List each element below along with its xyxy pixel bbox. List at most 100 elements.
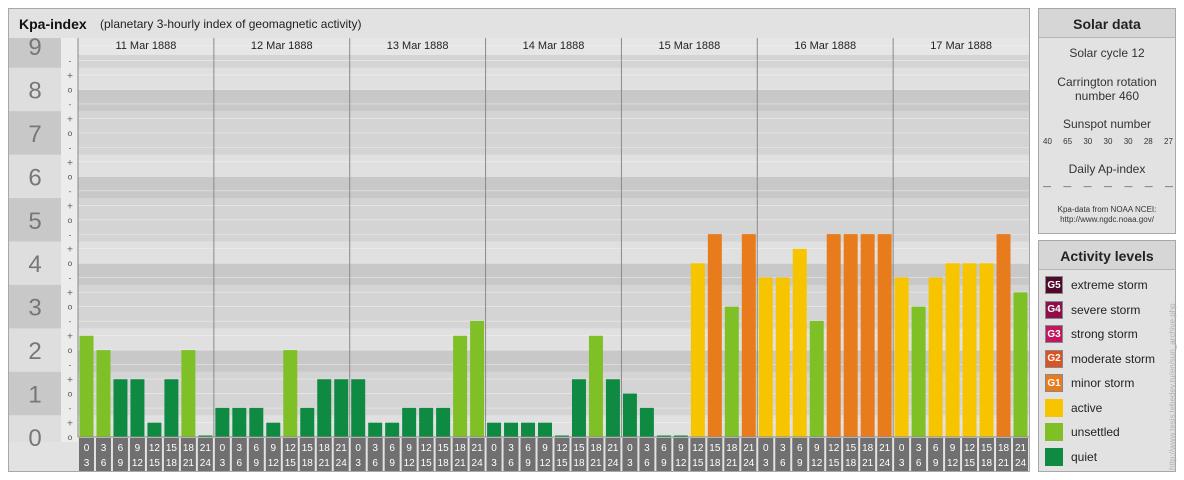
kp-bar — [945, 263, 960, 437]
interval-end-label: 21 — [183, 458, 195, 469]
interval-end-label: 9 — [525, 458, 531, 469]
kpa-chart-panel: Kpa-index (planetary 3-hourly index of g… — [8, 8, 1030, 472]
interval-box — [622, 438, 638, 471]
interval-box — [1013, 438, 1028, 471]
interval-start-label: 6 — [254, 443, 260, 454]
interval-box — [248, 438, 264, 471]
interval-box — [163, 438, 179, 471]
interval-end-label: 15 — [828, 458, 840, 469]
interval-end-label: 15 — [149, 458, 161, 469]
kp-bar — [249, 407, 264, 437]
sub-tick-label: o — [68, 85, 73, 94]
interval-box — [571, 438, 587, 471]
solar-data-panel: Solar data Solar cycle 12 Carrington rot… — [1038, 8, 1176, 234]
kp-bar — [300, 407, 315, 437]
sunspot-value: 65 — [1063, 137, 1073, 146]
y-tick-label: 8 — [28, 77, 41, 104]
interval-box — [503, 438, 519, 471]
kp-bar — [605, 379, 620, 437]
plot-band — [78, 111, 1029, 133]
interval-box — [945, 438, 961, 471]
sub-tick-label: o — [68, 346, 73, 355]
interval-end-label: 12 — [947, 458, 959, 469]
interval-end-label: 6 — [780, 458, 786, 469]
kp-bar — [79, 335, 94, 437]
day-label: 13 Mar 1888 — [387, 40, 449, 52]
interval-start-label: 15 — [981, 443, 993, 454]
legend-label: unsettled — [1071, 425, 1120, 439]
kp-bar — [639, 407, 654, 437]
y-tick-label: 1 — [28, 382, 41, 409]
interval-box — [792, 438, 808, 471]
kp-bar — [487, 422, 502, 437]
interval-box — [486, 438, 502, 471]
interval-start-label: 3 — [916, 443, 922, 454]
kp-bar — [402, 407, 417, 437]
sub-tick-label: + — [67, 245, 74, 254]
sub-tick-label: o — [68, 303, 73, 312]
interval-box — [656, 438, 672, 471]
plot-band — [78, 132, 1029, 155]
interval-box — [996, 438, 1012, 471]
interval-start-label: 12 — [285, 443, 297, 454]
interval-box — [707, 438, 723, 471]
interval-box — [724, 438, 740, 471]
interval-start-label: 3 — [780, 443, 786, 454]
interval-box — [435, 438, 451, 471]
kp-bar — [724, 306, 739, 437]
interval-start-label: 0 — [84, 443, 90, 454]
kp-bar — [164, 379, 179, 437]
y-axis-band — [9, 111, 61, 155]
interval-end-label: 3 — [491, 458, 497, 469]
ap-value: — — [1063, 182, 1072, 191]
sub-tick-label: - — [69, 187, 72, 196]
interval-box — [690, 438, 706, 471]
interval-end-label: 9 — [389, 458, 395, 469]
interval-start-label: 6 — [661, 443, 667, 454]
interval-start-label: 18 — [590, 443, 602, 454]
interval-end-label: 24 — [743, 458, 755, 469]
interval-end-label: 18 — [302, 458, 314, 469]
sub-tick-label: + — [67, 201, 74, 210]
interval-box — [809, 438, 825, 471]
interval-box — [911, 438, 927, 471]
interval-start-label: 15 — [438, 443, 450, 454]
interval-end-label: 21 — [319, 458, 331, 469]
interval-start-label: 21 — [336, 443, 348, 454]
solar-cycle-text: Solar cycle 12 — [1069, 46, 1145, 60]
interval-end-label: 3 — [84, 458, 90, 469]
interval-end-label: 15 — [556, 458, 568, 469]
plot-band — [78, 198, 1029, 220]
legend-label: minor storm — [1071, 376, 1135, 390]
interval-start-label: 21 — [1015, 443, 1027, 454]
interval-end-label: 6 — [372, 458, 378, 469]
interval-start-label: 0 — [763, 443, 769, 454]
interval-box — [214, 438, 230, 471]
interval-box — [826, 438, 842, 471]
interval-box — [860, 438, 876, 471]
interval-box — [401, 438, 417, 471]
solar-title-bar — [1039, 9, 1175, 38]
interval-start-label: 12 — [149, 443, 161, 454]
interval-box — [367, 438, 383, 471]
ap-index-values: — — — — — — — — [1043, 182, 1173, 191]
kp-bar — [334, 379, 349, 437]
interval-box — [79, 438, 94, 471]
data-credit-link[interactable]: http://www.ngdc.noaa.gov/ — [1060, 215, 1154, 224]
kp-bar — [181, 350, 196, 437]
sub-tick-label: - — [69, 230, 72, 239]
interval-end-label: 21 — [862, 458, 874, 469]
kp-bar — [96, 350, 111, 437]
sub-tick-label: + — [67, 288, 74, 297]
interval-box — [928, 438, 944, 471]
interval-box — [537, 438, 553, 471]
interval-end-label: 3 — [220, 458, 226, 469]
sub-tick-strip — [61, 38, 78, 442]
plot-band — [78, 284, 1029, 307]
interval-box — [741, 438, 757, 471]
interval-box — [129, 438, 145, 471]
interval-box — [452, 438, 468, 471]
interval-end-label: 15 — [421, 458, 433, 469]
interval-start-label: 3 — [101, 443, 107, 454]
activity-levels-title: Activity levels — [1060, 248, 1154, 264]
